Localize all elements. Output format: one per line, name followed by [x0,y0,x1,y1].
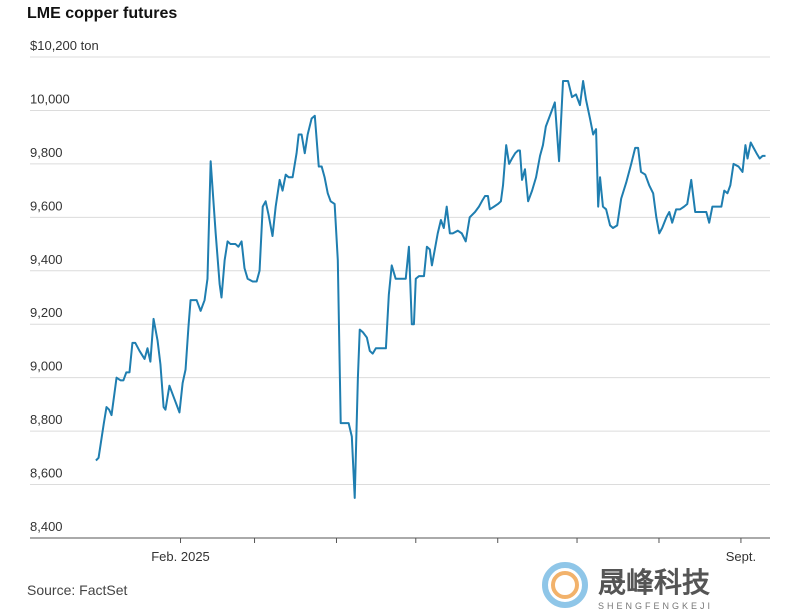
price-line [95,80,766,499]
watermark-logo [542,562,588,608]
y-tick-label: 9,800 [30,145,63,160]
y-tick-label: 9,400 [30,252,63,267]
y-tick-label: 8,800 [30,412,63,427]
watermark: 晟峰科技 SHENGFENGKEJI [542,562,713,611]
y-tick-label: 8,400 [30,519,63,534]
source: Source: FactSet [27,582,127,598]
y-tick-label: 9,000 [30,359,63,374]
x-tick-label: Sept. [726,549,756,564]
y-tick-label: 10,000 [30,91,70,106]
y-tick-label: $10,200 ton [30,38,99,53]
y-tick-label: 9,200 [30,305,63,320]
watermark-subtext: SHENGFENGKEJI [598,601,713,611]
y-tick-label: 9,600 [30,198,63,213]
chart-title: LME copper futures [27,5,177,22]
watermark-text: 晟峰科技 [598,567,710,598]
watermark-logo-inner [551,571,579,599]
x-tick-label: Feb. 2025 [151,549,210,564]
y-tick-label: 8,600 [30,466,63,481]
